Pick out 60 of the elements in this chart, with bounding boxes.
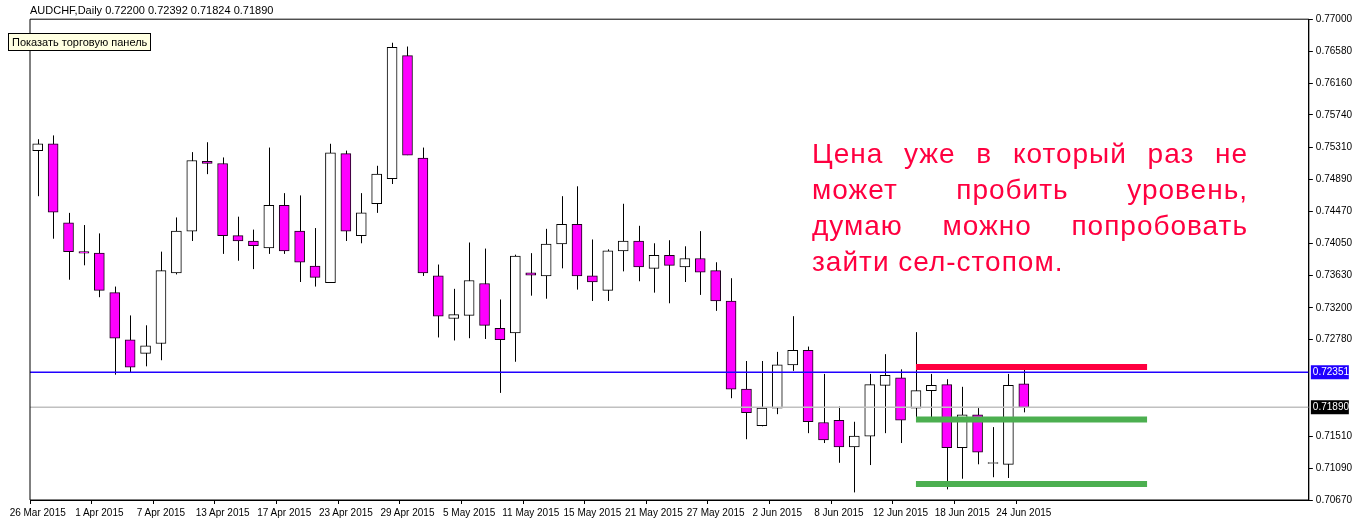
x-tick-label: 17 Apr 2015 bbox=[257, 506, 312, 518]
x-tick-label: 27 May 2015 bbox=[686, 506, 745, 518]
candlestick bbox=[756, 360, 768, 427]
candlestick bbox=[910, 331, 922, 418]
candlestick bbox=[355, 192, 367, 244]
candlestick bbox=[525, 252, 537, 297]
x-tick-label: 5 May 2015 bbox=[442, 506, 496, 518]
candlestick bbox=[556, 195, 567, 269]
x-tick-label: 11 May 2015 bbox=[502, 506, 560, 518]
y-tick-label: 0.73200 bbox=[1315, 301, 1353, 313]
ref-line-label: 0.72351 bbox=[1312, 366, 1350, 378]
candlestick bbox=[664, 239, 675, 304]
x-tick-label: 13 Apr 2015 bbox=[195, 506, 250, 518]
candlestick bbox=[879, 353, 891, 434]
candlestick bbox=[32, 138, 44, 197]
candlestick bbox=[848, 421, 860, 493]
x-tick-label: 15 May 2015 bbox=[563, 506, 622, 518]
x-tick-label: 12 Jun 2015 bbox=[873, 506, 929, 518]
y-tick-label: 0.76580 bbox=[1315, 44, 1353, 56]
candlestick bbox=[78, 224, 90, 266]
x-tick-label: 2 Jun 2015 bbox=[752, 506, 803, 518]
y-tick-label: 0.74470 bbox=[1315, 205, 1353, 217]
candlestick bbox=[448, 288, 460, 341]
x-tick-label: 24 Jun 2015 bbox=[996, 506, 1052, 518]
candlestick bbox=[248, 229, 259, 270]
x-tick-label: 21 May 2015 bbox=[625, 506, 684, 518]
y-tick-label: 0.71090 bbox=[1315, 461, 1353, 473]
x-tick-label: 1 Apr 2015 bbox=[75, 506, 124, 518]
y-tick-label: 0.74050 bbox=[1315, 237, 1353, 249]
candlestick bbox=[741, 360, 752, 440]
candlestick bbox=[926, 373, 937, 418]
y-tick-label: 0.76160 bbox=[1315, 76, 1353, 88]
candlestick bbox=[818, 373, 829, 444]
candlestick bbox=[140, 324, 151, 367]
chart-title: AUDCHF,Daily 0.72200 0.72392 0.71824 0.71890 bbox=[30, 3, 274, 16]
candlestick bbox=[694, 230, 706, 296]
x-tick-label: 8 Jun 2015 bbox=[814, 506, 865, 518]
x-tick-label: 29 Apr 2015 bbox=[380, 506, 435, 518]
y-tick-label: 0.75740 bbox=[1315, 108, 1353, 120]
y-tick-label: 0.73630 bbox=[1315, 268, 1353, 280]
x-tick-label: 18 Jun 2015 bbox=[934, 506, 991, 518]
annotation: Цена уже в который раз не может пробить уровень, думаю можно попробовать зайти сел-стопом. bbox=[812, 137, 1248, 279]
candlestick bbox=[1018, 368, 1030, 413]
candlestick bbox=[679, 245, 691, 283]
candlestick bbox=[309, 227, 321, 288]
x-tick-label: 26 Mar 2015 bbox=[9, 506, 67, 518]
y-tick-label: 0.72780 bbox=[1315, 333, 1353, 345]
candlestick bbox=[494, 298, 506, 394]
y-tick-label: 0.75310 bbox=[1315, 141, 1353, 153]
y-tick-label: 0.70670 bbox=[1315, 493, 1353, 505]
x-tick-label: 7 Apr 2015 bbox=[136, 506, 186, 518]
panel-button: Показать торговую панель bbox=[8, 33, 152, 51]
ref-line-label: 0.71890 bbox=[1312, 401, 1350, 413]
x-tick-label: 23 Apr 2015 bbox=[318, 506, 374, 518]
y-tick-label: 0.77000 bbox=[1315, 12, 1353, 24]
y-tick-label: 0.71510 bbox=[1315, 429, 1353, 441]
candlestick bbox=[617, 203, 629, 272]
y-tick-label: 0.74890 bbox=[1315, 173, 1353, 185]
candlestick bbox=[232, 216, 244, 262]
candlestick bbox=[201, 141, 213, 175]
